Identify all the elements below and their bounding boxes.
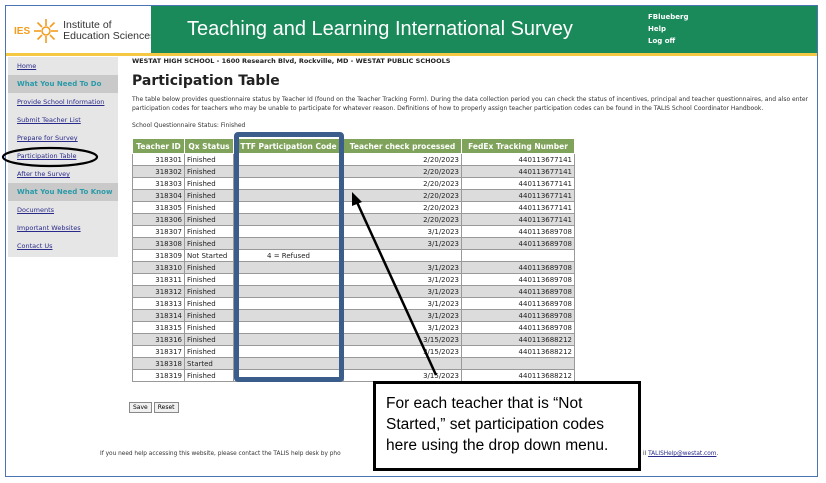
site-title: Teaching and Learning International Surv…: [187, 18, 573, 40]
table-row: 318312 Finished 3/1/2023 440113689708: [132, 285, 575, 298]
logo-text: Institute of Education Sciences: [63, 20, 155, 42]
sidebar-item-important-websites[interactable]: Important Websites: [17, 224, 81, 232]
table-row: 318307 Finished 3/1/2023 440113689708: [132, 225, 575, 238]
school-info: WESTAT HIGH SCHOOL - 1600 Research Blvd,…: [132, 57, 451, 65]
qx-status-cell: Finished: [184, 285, 234, 298]
column-header[interactable]: Teacher ID: [132, 138, 185, 154]
highlight-ellipse: [1, 146, 99, 168]
participation-code-cell[interactable]: [233, 333, 344, 346]
sidebar-section-header: What You Need To Know: [8, 183, 118, 201]
teacher-id-cell: 318312: [132, 285, 185, 298]
help-link[interactable]: Help: [648, 25, 667, 33]
logoff-link[interactable]: Log off: [648, 37, 676, 45]
table-row: 318306 Finished 2/20/2023 440113677141: [132, 213, 575, 226]
table-row: 318319 Finished 3/15/2023 440113688212: [132, 369, 575, 382]
table-row: 318308 Finished 3/1/2023 440113689708: [132, 237, 575, 250]
participation-code-cell[interactable]: [233, 213, 344, 226]
highlight-box-participation-code: [234, 132, 344, 382]
table-row: 318311 Finished 3/1/2023 440113689708: [132, 273, 575, 286]
teacher-id-cell: 318310: [132, 261, 185, 274]
sidebar-item-documents[interactable]: Documents: [17, 206, 55, 214]
teacher-id-cell: 318314: [132, 309, 185, 322]
helpdesk-email-link[interactable]: TALISHelp@westat.com: [648, 451, 717, 457]
main-content: WESTAT HIGH SCHOOL - 1600 Research Blvd,…: [132, 57, 812, 129]
participation-code-cell[interactable]: [233, 357, 344, 370]
sidebar-item-contact-us[interactable]: Contact Us: [17, 242, 53, 250]
sidebar-item-submit-teacher-list[interactable]: Submit Teacher List: [17, 116, 81, 124]
page-title: Participation Table: [132, 73, 280, 89]
title-banner: Teaching and Learning International Surv…: [151, 6, 817, 53]
logo-line-2: Education Sciences: [63, 30, 156, 42]
teacher-id-cell: 318302: [132, 165, 185, 178]
footer-help-text-start: If you need help accessing this website,…: [100, 451, 341, 457]
teacher-id-cell: 318308: [132, 237, 185, 250]
column-header[interactable]: TTF Participation Code: [233, 138, 344, 154]
user-menu: FBlueberg Help Log off: [648, 11, 688, 47]
questionnaire-status: School Questionnaire Status: Finished: [132, 122, 246, 129]
username-link[interactable]: FBlueberg: [648, 13, 689, 21]
fedex-tracking-cell: [461, 357, 575, 370]
logo-abbr: IES: [14, 25, 31, 37]
screenshot-frame: [5, 5, 818, 477]
fedex-tracking-cell: 440113677141: [461, 189, 575, 202]
table-row: 318316 Finished 3/15/2023 440113688212: [132, 333, 575, 346]
form-buttons: Save Reset: [129, 402, 179, 413]
participation-code-cell[interactable]: [233, 309, 344, 322]
logo-line-1: Institute of: [63, 19, 112, 31]
footer-text-end: il: [643, 451, 649, 457]
sidebar-item-prepare-for-survey[interactable]: Prepare for Survey: [17, 134, 78, 142]
sidebar-item-after-the-survey[interactable]: After the Survey: [17, 170, 71, 178]
table-row: 318303 Finished 2/20/2023 440113677141: [132, 177, 575, 190]
fedex-tracking-cell: 440113677141: [461, 213, 575, 226]
sidebar-section-header: What You Need To Do: [8, 75, 118, 93]
table-row: 318318 Started: [132, 357, 575, 370]
header-divider: [6, 53, 817, 56]
column-header[interactable]: Teacher check processed: [343, 138, 462, 154]
callout-arrow: [354, 199, 438, 376]
teacher-id-cell: 318306: [132, 213, 185, 226]
sidebar: Home What You Need To Do Provide School In…: [8, 57, 118, 257]
participation-code-cell[interactable]: [233, 237, 344, 250]
qx-status-cell: Finished: [184, 165, 234, 178]
check-processed-cell: 3/15/2023: [343, 333, 462, 346]
ies-logo[interactable]: IES Institute of Education Sciences: [14, 18, 155, 44]
arrow-head-icon: [352, 192, 362, 206]
table-row: 318304 Finished 2/20/2023 440113677141: [132, 189, 575, 202]
sun-logo-icon: [34, 19, 59, 43]
fedex-tracking-cell: 440113689708: [461, 237, 575, 250]
reset-button[interactable]: Reset: [153, 402, 179, 413]
table-row: 318309 Not Started 4 = Refused: [132, 249, 575, 262]
sidebar-item-provide-school-information[interactable]: Provide School Information: [17, 98, 105, 106]
participation-table: Teacher ID Qx Status TTF Participation Cod…: [132, 138, 575, 382]
sidebar-item-participation-table[interactable]: Participation Table: [17, 152, 77, 160]
fedex-tracking-cell: 440113677141: [461, 165, 575, 178]
footer-period: .: [716, 451, 719, 457]
sidebar-item-home[interactable]: Home: [17, 62, 37, 70]
save-button[interactable]: Save: [129, 402, 152, 413]
footer-help-text-end: il TALISHelp@westat.com.: [643, 451, 718, 457]
instruction-callout: For each teacher that is “Not Started,” …: [373, 381, 641, 471]
qx-status-cell: Finished: [184, 309, 234, 322]
page-description: The table below provides questionnaire s…: [132, 96, 809, 112]
